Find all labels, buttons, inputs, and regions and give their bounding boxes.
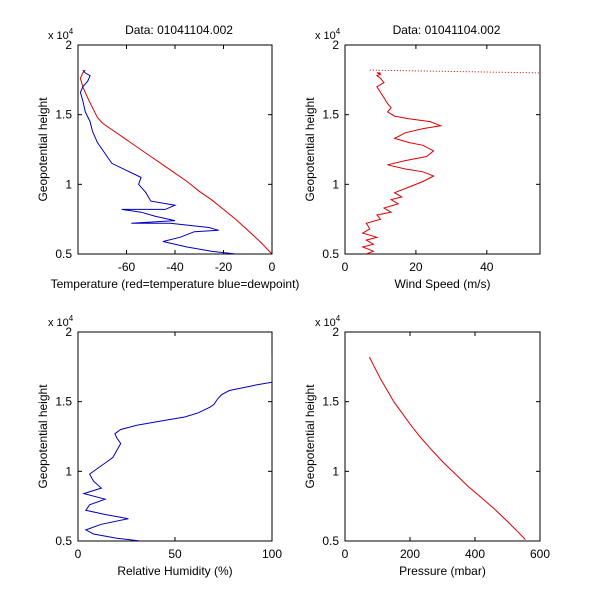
y-tick-label: 2 [332, 38, 339, 52]
y-tick-label: 0.5 [322, 534, 339, 548]
x-tick-label: 0 [342, 547, 349, 561]
y-tick-label: 1 [332, 177, 339, 191]
y-tick-label: 0.5 [55, 534, 72, 548]
y-tick-label: 1 [65, 177, 72, 191]
x-tick-label: -40 [166, 260, 184, 274]
axes-frame [344, 331, 541, 542]
y-axis-label: Geopotential height [36, 97, 50, 202]
y-exponent-power: 4 [69, 27, 74, 36]
series-line-wind-speed-dotted-top- [369, 69, 540, 74]
y-axis-label: Geopotential height [303, 97, 317, 202]
y-tick-label: 0.5 [322, 247, 339, 261]
x-tick-label: 50 [168, 547, 182, 561]
y-tick-label: 1 [332, 464, 339, 478]
chart-title: Data: 01041104.002 [125, 23, 233, 37]
y-exponent-base: x 10 [48, 317, 69, 329]
panel-2: 0 20 40 0.5 1 1.5 2x 104 Data: 01041104.002 Wind… [303, 23, 541, 291]
y-exponent-base: x 10 [48, 30, 69, 42]
x-tick-label: 400 [465, 547, 485, 561]
x-tick-label: 20 [409, 260, 423, 274]
y-exponent-label: x 104 [315, 27, 341, 42]
x-tick-label: -20 [215, 260, 233, 274]
y-exponent-power: 4 [336, 314, 341, 323]
x-tick-label: 100 [262, 547, 282, 561]
y-exponent-base: x 10 [315, 30, 336, 42]
series-line-dewpoint [79, 69, 236, 254]
axes-frame [77, 331, 273, 542]
x-tick-label: -60 [118, 260, 136, 274]
x-axis-label: Temperature (red=temperature blue=dewpoi… [51, 277, 300, 291]
panel-1: -60 -40 -20 0 0.5 1 1.5 2x 104 Data: 01041104.00… [36, 23, 299, 291]
panel-3: 0 50 100 0.5 1 1.5 2x 104 Relative Humidity (%)… [36, 314, 282, 578]
y-axis-label: Geopotential height [36, 384, 50, 489]
series-line-wind-speed [361, 72, 443, 254]
y-exponent-power: 4 [69, 314, 74, 323]
y-tick-label: 1.5 [55, 395, 72, 409]
x-tick-label: 0 [269, 260, 276, 274]
y-tick-label: 0.5 [55, 247, 72, 261]
y-exponent-power: 4 [336, 27, 341, 36]
y-axis-label: Geopotential height [303, 384, 317, 489]
y-tick-label: 1.5 [322, 395, 339, 409]
x-tick-label: 600 [530, 547, 550, 561]
axes-frame [344, 44, 541, 255]
y-tick-label: 2 [332, 325, 339, 339]
y-exponent-base: x 10 [315, 317, 336, 329]
panel-4: 0 200 400 600 0.5 1 1.5 2x 104 Pressure (mbar) Ge… [303, 314, 550, 578]
x-tick-label: 200 [400, 547, 420, 561]
y-tick-label: 1 [65, 464, 72, 478]
series-line-relative-humidity [81, 357, 272, 541]
chart-title: Data: 01041104.002 [393, 23, 501, 37]
x-axis-label: Wind Speed (m/s) [394, 277, 490, 291]
y-exponent-label: x 104 [315, 314, 341, 329]
x-tick-label: 0 [342, 260, 349, 274]
x-tick-label: 40 [480, 260, 494, 274]
series-line-temperature [79, 69, 272, 254]
axes-frame [77, 44, 273, 255]
y-tick-label: 2 [65, 38, 72, 52]
y-tick-label: 2 [65, 325, 72, 339]
x-tick-label: 0 [75, 547, 82, 561]
x-axis-label: Pressure (mbar) [399, 564, 486, 578]
y-exponent-label: x 104 [48, 27, 74, 42]
y-tick-label: 1.5 [55, 108, 72, 122]
y-exponent-label: x 104 [48, 314, 74, 329]
y-tick-label: 1.5 [322, 108, 339, 122]
series-line-pressure [368, 356, 526, 540]
x-axis-label: Relative Humidity (%) [117, 564, 232, 578]
